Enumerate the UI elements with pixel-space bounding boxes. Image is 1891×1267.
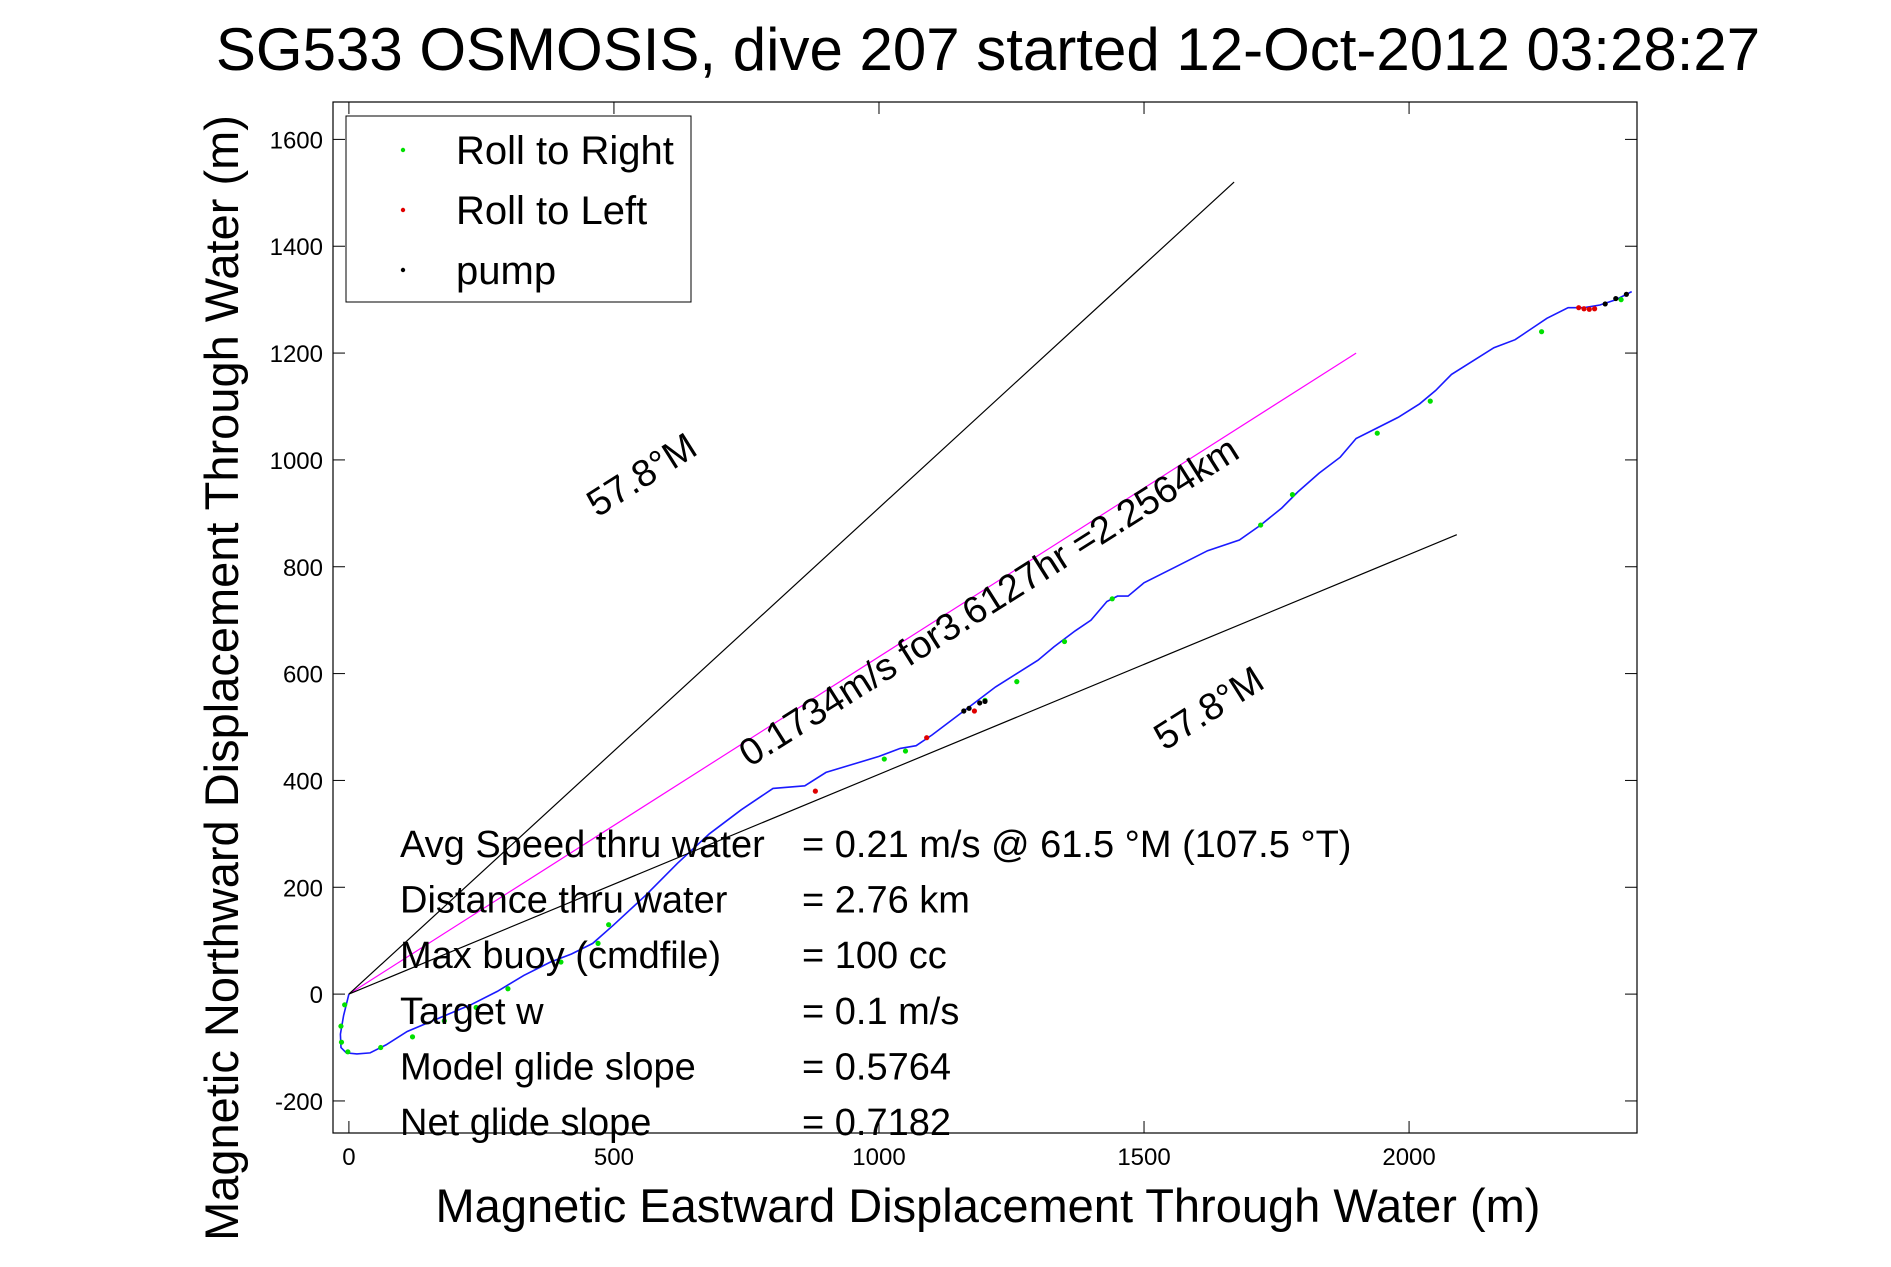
roll-right-marker — [378, 1044, 384, 1051]
roll-right-marker — [902, 748, 909, 754]
plot-frame — [332, 101, 1638, 1134]
roll-left-marker — [971, 708, 977, 714]
pump-marker — [1613, 295, 1619, 302]
roll-right-marker — [1374, 430, 1380, 436]
roll-right-marker — [345, 1049, 351, 1055]
legend-marker — [400, 147, 406, 153]
legend: Roll to Right Roll to Left pump — [345, 115, 692, 303]
pump-marker — [982, 698, 988, 704]
series-line-2 — [348, 181, 1235, 995]
stat-value: = 100 cc — [802, 935, 947, 977]
stat-value: = 0.21 m/s @ 61.5 °M (107.5 °T) — [802, 824, 1351, 866]
pump-marker — [1602, 301, 1608, 307]
stat-label: Model glide slope — [400, 1046, 696, 1088]
roll-left-marker — [812, 788, 818, 794]
y-tick-label: 600 — [283, 662, 323, 689]
roll-left-marker — [1591, 306, 1598, 312]
roll-right-marker — [473, 1004, 479, 1011]
y-tick-label: -200 — [275, 1089, 323, 1116]
y-tick-label: 200 — [283, 875, 323, 902]
stat-value: = 0.7182 — [802, 1102, 951, 1144]
roll-right-marker — [1109, 596, 1115, 602]
y-tick-label: 1400 — [270, 234, 323, 261]
series-line-1 — [348, 352, 1357, 995]
y-tick-label: 1000 — [270, 448, 323, 475]
x-tick-label: 500 — [594, 1144, 634, 1171]
stat-label: Target w — [400, 991, 544, 1033]
roll-right-marker — [342, 1002, 348, 1008]
roll-right-marker — [1258, 522, 1264, 528]
stat-label: Distance thru water — [400, 880, 728, 922]
x-tick-label: 0 — [342, 1144, 355, 1171]
stat-value: = 2.76 km — [802, 880, 970, 922]
pump-marker — [966, 705, 972, 711]
legend-marker — [400, 267, 406, 273]
roll-right-marker — [595, 940, 601, 946]
y-tick-label: 0 — [310, 982, 323, 1009]
roll-right-marker — [1538, 329, 1545, 335]
x-tick-label: 2000 — [1382, 1144, 1435, 1171]
stat-label: Net glide slope — [400, 1102, 651, 1144]
roll-right-marker — [1427, 398, 1433, 404]
y-tick-label: 400 — [283, 768, 323, 795]
legend-marker — [400, 207, 406, 213]
roll-right-marker — [606, 922, 612, 928]
y-tick-label: 1200 — [270, 341, 323, 368]
series-line-3 — [348, 534, 1458, 995]
stat-label: Avg Speed thru water — [400, 824, 765, 866]
chart-title: SG533 OSMOSIS, dive 207 started 12-Oct-2… — [216, 16, 1760, 83]
pump-marker — [961, 708, 967, 714]
roll-right-marker — [881, 756, 887, 762]
roll-right-marker — [338, 1023, 344, 1029]
roll-right-marker — [1061, 638, 1068, 645]
roll-right-marker — [505, 986, 511, 992]
roll-right-marker — [558, 959, 564, 965]
roll-right-marker — [1014, 679, 1020, 685]
legend-label: Roll to Right — [456, 129, 674, 173]
x-tick-label: 1000 — [852, 1144, 905, 1171]
stat-value: = 0.5764 — [802, 1046, 951, 1088]
pump-marker — [977, 700, 983, 706]
series-line-0 — [339, 290, 1633, 1055]
x-tick-label: 1500 — [1117, 1144, 1170, 1171]
y-tick-label: 1600 — [270, 127, 323, 154]
roll-right-marker — [441, 1018, 447, 1024]
roll-left-marker — [1576, 305, 1582, 311]
roll-left-marker — [1581, 306, 1587, 312]
roll-right-marker — [338, 1039, 345, 1045]
roll-right-marker — [1289, 492, 1296, 498]
legend-label: pump — [456, 249, 556, 293]
stat-label: Max buoy (cmdfile) — [400, 935, 721, 977]
roll-right-marker — [1618, 297, 1624, 303]
pump-marker — [1623, 291, 1629, 297]
roll-left-marker — [1586, 306, 1592, 312]
x-axis-title: Magnetic Eastward Displacement Through W… — [436, 1179, 1541, 1232]
roll-left-marker — [924, 735, 930, 741]
series-group — [338, 181, 1633, 1055]
y-axis-title: Magnetic Northward Displacement Through … — [195, 115, 248, 1241]
legend-label: Roll to Left — [456, 189, 647, 233]
roll-right-marker — [409, 1034, 416, 1040]
stat-value: = 0.1 m/s — [802, 991, 959, 1033]
y-tick-label: 800 — [283, 555, 323, 582]
